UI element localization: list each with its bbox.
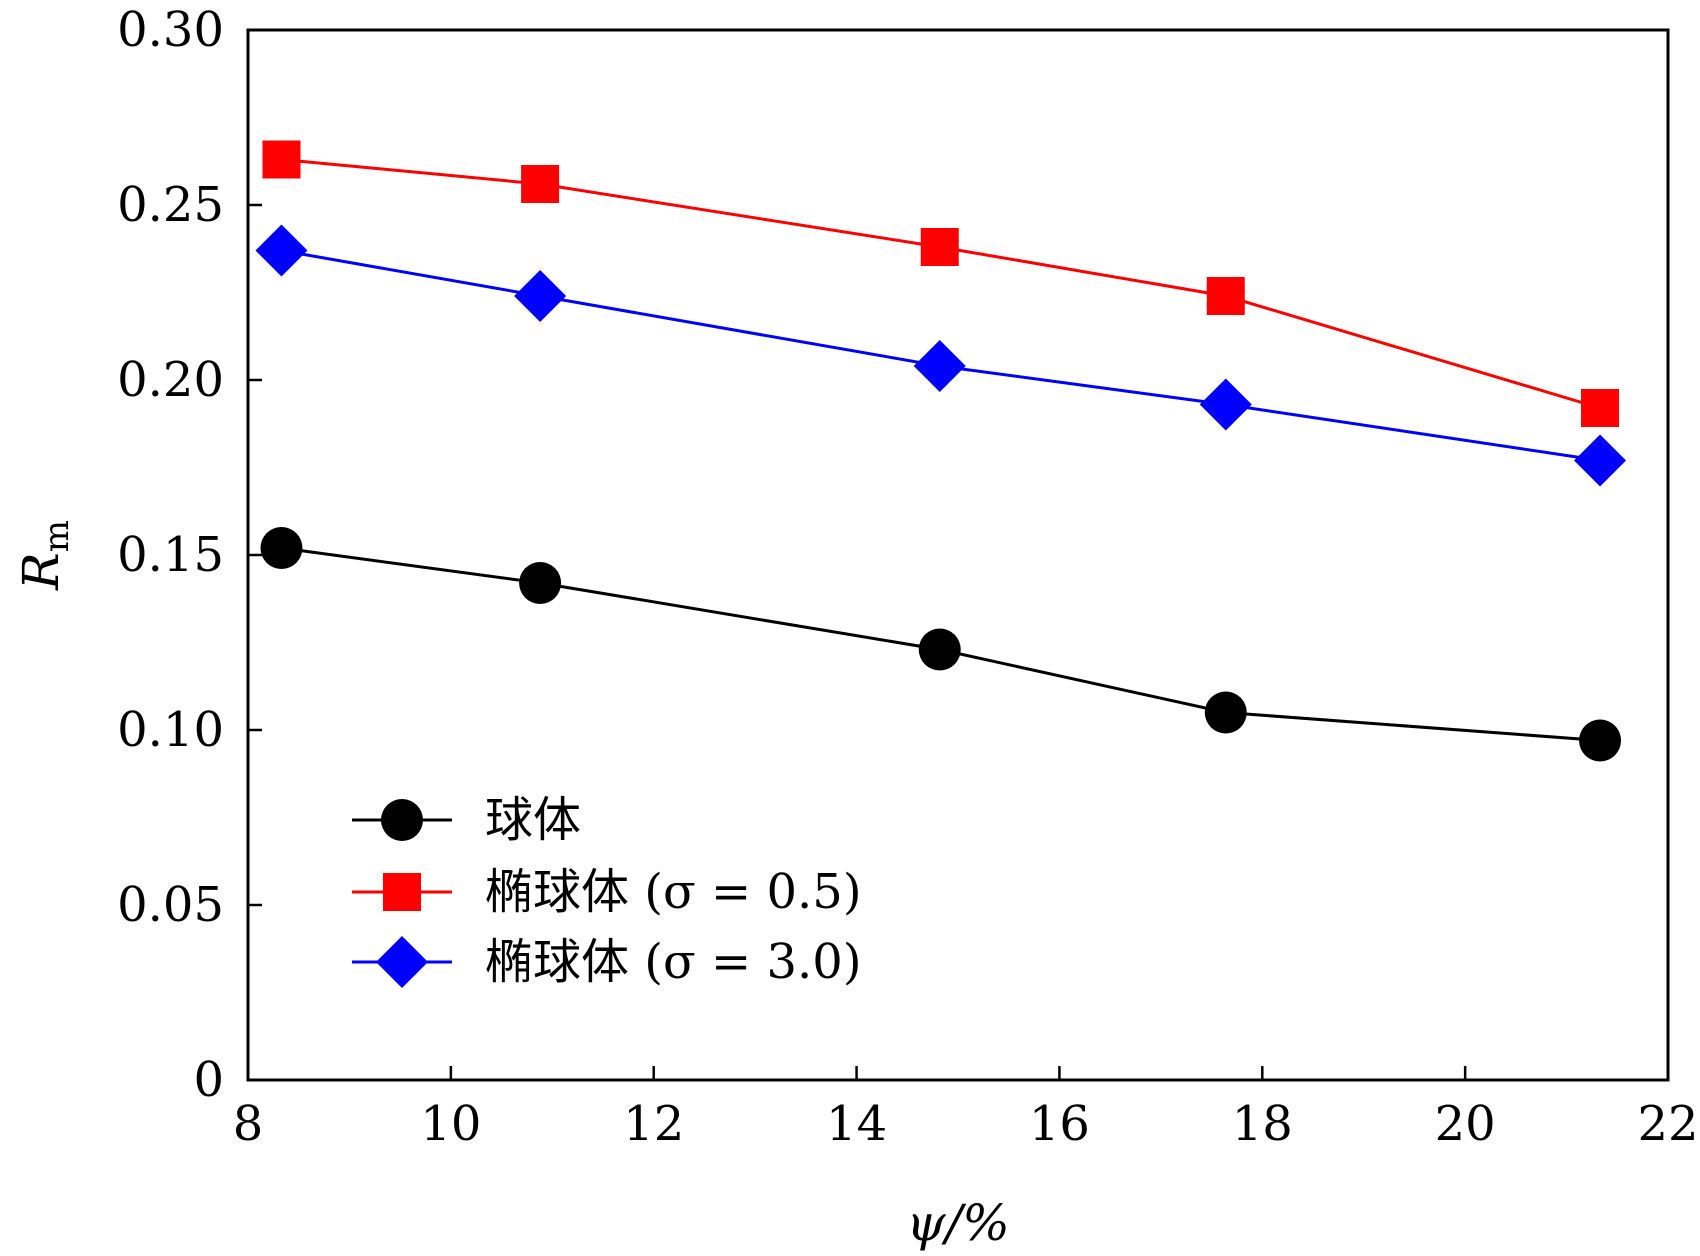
legend-item: 球体 bbox=[352, 792, 581, 848]
data-point bbox=[521, 165, 560, 203]
series-2 bbox=[262, 140, 1620, 427]
legend-marker bbox=[381, 799, 423, 841]
y-axis-title: Rm bbox=[12, 520, 77, 591]
legend-item: 椭球体 (σ = 3.0) bbox=[352, 934, 862, 990]
data-point bbox=[519, 562, 562, 604]
y-tick-label: 0.10 bbox=[117, 702, 224, 758]
data-point bbox=[260, 527, 303, 569]
y-tick-label: 0.15 bbox=[117, 527, 224, 583]
data-point bbox=[1206, 277, 1245, 315]
legend-marker bbox=[376, 936, 428, 988]
y-axis-title-group: Rm bbox=[12, 520, 77, 591]
plot-frame bbox=[246, 28, 1670, 1082]
legend-label: 椭球体 (σ = 0.5) bbox=[485, 864, 862, 920]
legend-item: 椭球体 (σ = 0.5) bbox=[352, 864, 862, 920]
x-axis-ticks: 8 10 12 14 16 18 20 22 bbox=[233, 1066, 1699, 1152]
data-point bbox=[514, 270, 567, 322]
y-tick-label: 0.30 bbox=[117, 2, 224, 58]
data-point bbox=[920, 228, 959, 266]
data-point bbox=[1579, 719, 1622, 762]
data-point bbox=[918, 628, 961, 671]
x-tick-label: 12 bbox=[623, 1096, 684, 1152]
x-tick-label: 10 bbox=[420, 1096, 481, 1152]
x-tick-label: 20 bbox=[1435, 1096, 1496, 1152]
y-tick-label: 0.20 bbox=[117, 352, 224, 408]
data-point bbox=[262, 140, 301, 179]
x-axis-title: ψ/% bbox=[906, 1194, 1010, 1252]
series-layer bbox=[255, 140, 1627, 762]
x-tick-label: 16 bbox=[1029, 1096, 1090, 1152]
x-tick-label: 18 bbox=[1232, 1096, 1293, 1152]
series-3 bbox=[255, 224, 1627, 487]
data-point bbox=[255, 224, 308, 277]
series-1 bbox=[260, 527, 1622, 762]
data-point bbox=[1199, 378, 1252, 431]
data-point bbox=[1204, 691, 1247, 734]
y-axis-ticks: 0 0.05 0.10 0.15 0.20 0.25 0.30 bbox=[117, 2, 262, 1108]
data-point bbox=[1574, 434, 1627, 487]
y-tick-label: 0.25 bbox=[117, 177, 224, 233]
legend-marker bbox=[383, 873, 421, 911]
data-point bbox=[913, 340, 966, 392]
y-tick-label: 0 bbox=[193, 1052, 224, 1108]
y-tick-label: 0.05 bbox=[117, 877, 224, 933]
data-point bbox=[1581, 389, 1620, 427]
x-tick-label: 14 bbox=[826, 1096, 887, 1152]
legend-label: 球体 bbox=[485, 792, 581, 848]
legend-label: 椭球体 (σ = 3.0) bbox=[485, 934, 862, 990]
x-tick-label: 8 bbox=[233, 1096, 264, 1152]
x-tick-label: 22 bbox=[1637, 1096, 1698, 1152]
